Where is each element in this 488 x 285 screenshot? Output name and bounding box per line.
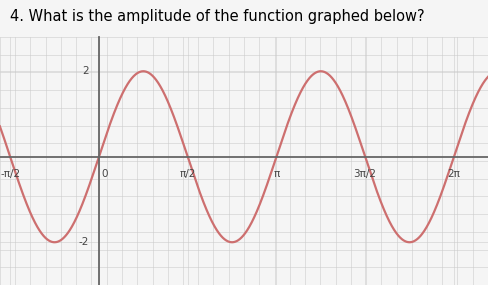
Text: 2: 2 bbox=[82, 66, 89, 76]
Text: -π/2: -π/2 bbox=[0, 169, 20, 179]
Text: 0: 0 bbox=[102, 169, 108, 179]
Text: π/2: π/2 bbox=[180, 169, 196, 179]
Text: 4. What is the amplitude of the function graphed below?: 4. What is the amplitude of the function… bbox=[10, 9, 425, 24]
Text: π: π bbox=[273, 169, 280, 179]
Text: 2π: 2π bbox=[447, 169, 460, 179]
Text: 3π/2: 3π/2 bbox=[354, 169, 377, 179]
Text: -2: -2 bbox=[79, 237, 89, 247]
